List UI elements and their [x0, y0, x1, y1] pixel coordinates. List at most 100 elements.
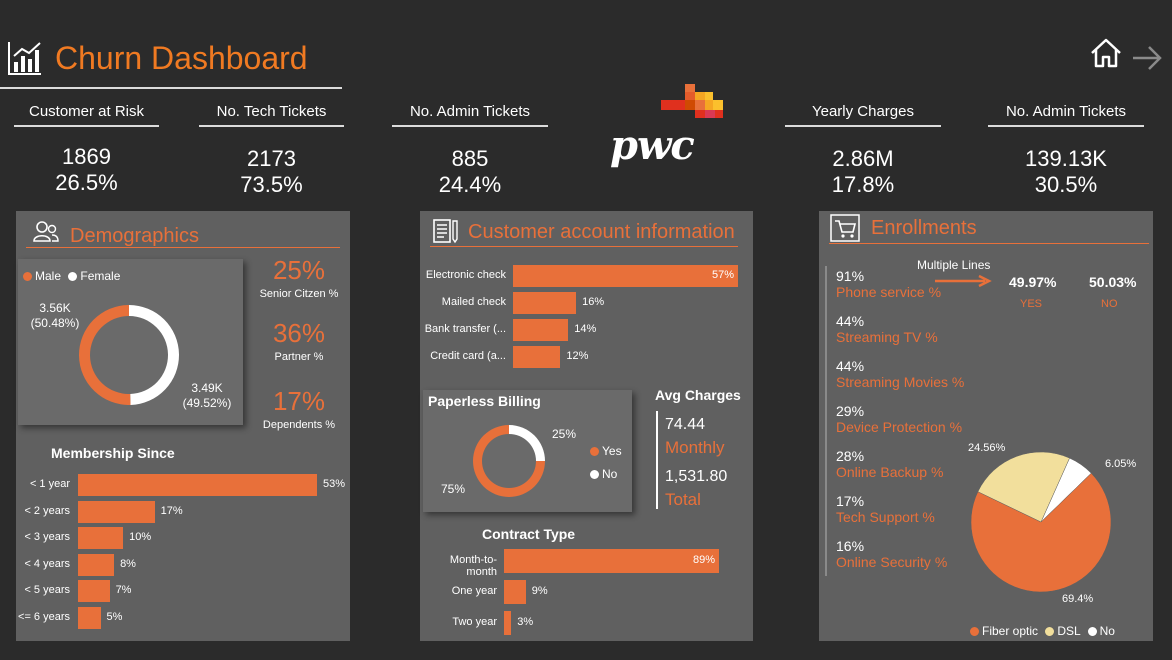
payment-method-chart: Electronic check 57% Mailed check 16% Bank t… [420, 262, 753, 372]
kpi-percent: 26.5% [55, 170, 118, 195]
arrow-right-icon[interactable] [1131, 44, 1163, 72]
multiple-no-value: 50.03% [1089, 274, 1137, 290]
bar-value-label: 12% [566, 350, 589, 362]
paperless-no-pct: 75% [441, 482, 466, 496]
legend-female: Female [80, 269, 121, 283]
bar-value-label: 16% [582, 296, 605, 308]
monthly-label: Monthly [665, 438, 725, 457]
bar[interactable] [504, 611, 512, 635]
bar-value-label: 57% [711, 269, 734, 281]
avg-charges-divider [656, 411, 658, 509]
paperless-legend-yes: Yes [590, 444, 622, 458]
slice-yes[interactable] [509, 425, 545, 461]
stat-value: 25% [272, 255, 326, 285]
multiple-yes-value: 49.97% [1009, 274, 1057, 290]
page-title: Churn Dashboard [55, 40, 308, 76]
legend-dsl: DSL [1057, 624, 1081, 638]
bar[interactable] [513, 319, 569, 341]
bar-category-label: < 3 years [24, 531, 70, 543]
bar-value-label: 14% [574, 323, 597, 335]
kpi-underline [988, 125, 1144, 127]
slice-dsl[interactable] [977, 451, 1070, 523]
slice-male[interactable] [79, 305, 131, 405]
kpi-value: 885 [451, 146, 489, 171]
paperless-donut [473, 425, 545, 497]
demographics-title: Demographics [70, 225, 199, 247]
kpi-value: 2.86M [832, 146, 894, 171]
bar-category-label: < 2 years [24, 504, 70, 517]
enrollment-item: 44% Streaming Movies % [836, 358, 965, 390]
kpi-underline [199, 125, 344, 127]
bar[interactable] [513, 265, 738, 287]
paperless-legend-no: No [590, 467, 617, 481]
bar[interactable] [78, 606, 101, 629]
pie-label-dsl: 24.56% [968, 442, 1006, 454]
bar-value-label: 17% [160, 504, 183, 517]
bar-value-label: 53% [323, 478, 346, 490]
kpi-percent: 73.5% [240, 172, 303, 197]
contract-chart: Month-to-month 89% One year 9% Two year 3% [420, 546, 753, 638]
kpi-percent: 24.4% [438, 172, 502, 197]
slice-female[interactable] [129, 305, 180, 405]
male-count: 3.56K [39, 301, 71, 315]
bar[interactable] [78, 553, 115, 576]
stat-label: Partner % [274, 351, 324, 363]
bar-category-label: One year [451, 585, 497, 597]
gender-legend: Male Female [23, 269, 120, 283]
membership-chart: < 1 year 53% < 2 years 17% < 3 years 10% < 4 y… [16, 470, 350, 635]
bar-value-label: 89% [692, 554, 715, 566]
cart-icon [830, 214, 860, 242]
bar[interactable] [504, 549, 719, 573]
membership-title: Membership Since [51, 445, 175, 461]
home-icon[interactable] [1089, 36, 1123, 70]
stat-partner: 36% Partner % [250, 318, 348, 363]
bar[interactable] [78, 527, 124, 549]
bar[interactable] [513, 292, 577, 314]
bar-value-label: 10% [129, 531, 152, 543]
slice-fiber-optic[interactable] [970, 472, 1112, 593]
bar-value-label: 7% [115, 584, 132, 596]
bar-category-label: Credit card (a... [430, 350, 506, 362]
enrollment-item: 29% Device Protection % [836, 403, 963, 435]
female-percent: (49.52%) [182, 396, 232, 410]
stat-senior: 25% Senior Citzen % [250, 255, 348, 300]
bar-category-label: Mailed check [441, 296, 506, 308]
bar[interactable] [78, 500, 155, 523]
stat-label: Dependents % [262, 419, 336, 431]
enrollment-item: 44% Streaming TV % [836, 313, 938, 345]
arrow-right-small-icon [935, 274, 993, 288]
bar[interactable] [504, 580, 526, 604]
kpi-underline [392, 125, 548, 127]
bar-category-label: Bank transfer (... [424, 323, 506, 335]
bar-category-label: Electronic check [425, 269, 506, 281]
legend-no-internet: No [1099, 624, 1115, 638]
bar-value-label: 5% [106, 610, 123, 623]
multiple-no-label: NO [1101, 298, 1118, 310]
bar-category-label: <= 6 years [18, 610, 70, 623]
users-icon [33, 220, 59, 244]
internet-legend: Fiber optic DSL No [970, 624, 1115, 638]
male-percent: (50.48%) [30, 316, 80, 330]
multiple-yes-label: YES [1020, 298, 1043, 310]
bar[interactable] [78, 474, 317, 496]
enrollment-item: 17% Tech Support % [836, 493, 935, 525]
kpi-value: 1869 [62, 144, 111, 169]
bar-value-label: 9% [531, 585, 548, 597]
bar-category-label: < 5 years [24, 584, 70, 596]
bar[interactable] [513, 346, 561, 368]
internet-service-pie [970, 451, 1112, 593]
stat-value: 36% [272, 318, 326, 348]
avg-charges-title: Avg Charges [655, 387, 741, 403]
enrollments-title: Enrollments [871, 217, 977, 239]
bar-chart-icon [7, 40, 43, 76]
document-icon [432, 217, 458, 245]
bar-category-label: < 4 years [24, 557, 70, 570]
demographics-rule [26, 247, 340, 248]
bar-category-label: Month-to-month [449, 554, 497, 578]
bar-category-label: Two year [452, 616, 497, 628]
kpi-value: 139.13K [1025, 146, 1107, 171]
bar[interactable] [78, 580, 110, 602]
enrollment-list-divider [825, 266, 827, 576]
enrollment-item: 28% Online Backup % [836, 448, 944, 480]
bar-category-label: < 1 year [29, 478, 70, 490]
